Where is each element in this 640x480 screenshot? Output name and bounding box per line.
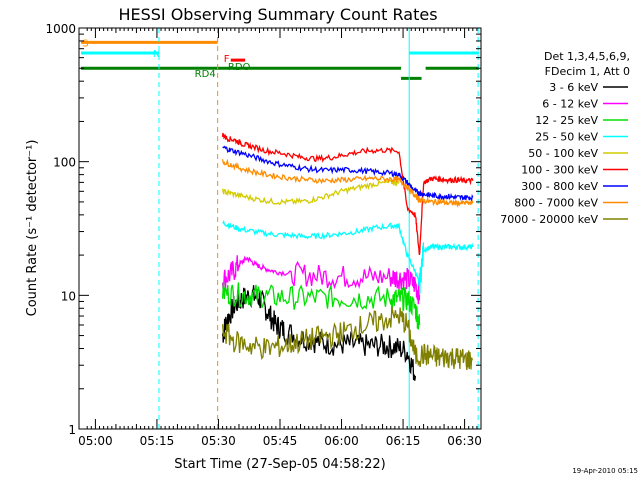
y-tick-label: 100: [53, 156, 76, 170]
chart-title: HESSI Observing Summary Count Rates: [118, 5, 437, 24]
x-tick-label: 05:30: [201, 434, 236, 448]
y-tick-label: 1: [68, 423, 76, 437]
series-layer: [221, 132, 474, 381]
legend-label: 25 - 50 keV: [535, 131, 598, 144]
generated-timestamp: 19-Apr-2010 05:15: [572, 467, 638, 475]
series-line-6: [221, 132, 474, 256]
x-tick-label: 06:00: [324, 434, 359, 448]
legend-label: 3 - 6 keV: [549, 81, 598, 94]
orbit-marker-lines: [158, 28, 479, 429]
x-axis-label: Start Time (27-Sep-05 04:58:22): [174, 457, 385, 472]
x-tick-label: 06:30: [447, 434, 482, 448]
legend-label: 12 - 25 keV: [535, 114, 598, 127]
legend-title-line1: Det 1,3,4,5,6,9,: [544, 50, 630, 63]
y-tick-label: 10: [61, 289, 76, 303]
legend: 3 - 6 keV 6 - 12 keV 12 - 25 keV 25 - 50 ke…: [500, 81, 628, 226]
x-tick-label: 05:45: [263, 434, 298, 448]
series-line-4: [222, 219, 474, 294]
x-tick-label: 06:15: [386, 434, 421, 448]
series-line-2: [221, 255, 421, 305]
x-axis: 05:00 05:15 05:30 05:45 06:00 06:15 06:30: [78, 28, 482, 448]
legend-label: 800 - 7000 keV: [514, 197, 598, 210]
y-axis: 1 10 100 1000: [45, 22, 481, 437]
y-axis-label: Count Rate (s⁻¹ detector⁻¹): [25, 140, 40, 317]
legend-label: 6 - 12 keV: [542, 98, 598, 111]
series-line-5: [221, 177, 400, 206]
saa-label: S: [82, 38, 88, 49]
night-label: N: [153, 49, 160, 60]
series-line-8: [221, 158, 474, 208]
x-tick-label: 05:15: [140, 434, 175, 448]
legend-label: 50 - 100 keV: [528, 147, 598, 160]
flare-label: F: [224, 54, 230, 65]
rdo-label: RDO: [228, 62, 251, 73]
x-tick-label: 05:00: [78, 434, 113, 448]
legend-label: 300 - 800 keV: [521, 180, 598, 193]
series-line-9: [221, 306, 473, 371]
rd4-label: RD4: [195, 69, 216, 80]
legend-label: 100 - 300 keV: [521, 164, 598, 177]
series-line-7: [222, 145, 474, 203]
legend-title-line2: FDecim 1, Att 0: [545, 65, 630, 78]
y-tick-label: 1000: [45, 22, 76, 36]
series-line-3: [221, 281, 421, 330]
legend-label: 7000 - 20000 keV: [500, 213, 598, 226]
